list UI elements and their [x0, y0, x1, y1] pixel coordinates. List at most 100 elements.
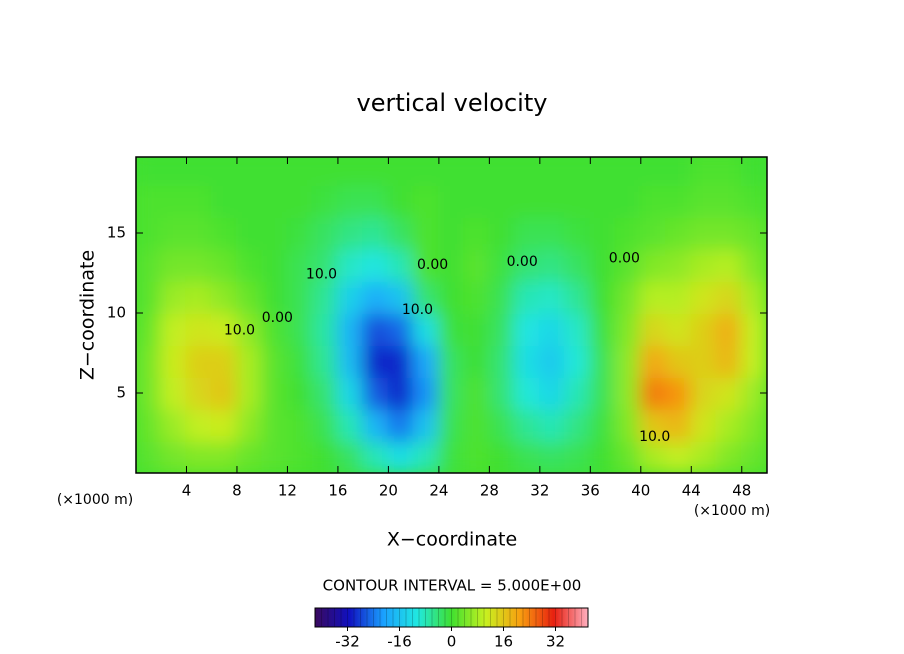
cell — [513, 280, 541, 314]
cell — [488, 344, 516, 378]
cell — [387, 408, 415, 442]
cell — [387, 157, 415, 186]
cell — [715, 312, 743, 346]
cell — [437, 248, 466, 282]
colorbar-tick-label: 0 — [447, 633, 457, 651]
cell — [210, 440, 238, 473]
cell — [261, 184, 289, 218]
cell — [412, 312, 440, 346]
cell — [412, 216, 440, 250]
cell — [210, 376, 238, 410]
cell — [589, 312, 617, 346]
cell — [210, 280, 238, 314]
cell — [412, 344, 440, 378]
cell — [538, 344, 567, 378]
cell — [136, 408, 163, 442]
cell — [488, 184, 516, 218]
x-tick-label: 40 — [631, 482, 650, 500]
x-tick-label: 8 — [232, 482, 242, 500]
cell — [362, 157, 390, 186]
cell — [185, 376, 213, 410]
cell — [210, 216, 238, 250]
cell — [261, 408, 289, 442]
cell — [639, 312, 668, 346]
cell — [665, 280, 693, 314]
cell — [513, 440, 541, 473]
x-tick-label: 4 — [182, 482, 192, 500]
cell — [235, 408, 264, 442]
cell — [513, 184, 541, 218]
cell — [311, 248, 339, 282]
cell — [740, 344, 767, 378]
cell — [614, 440, 642, 473]
cell — [564, 248, 592, 282]
cell — [336, 248, 365, 282]
cell — [463, 344, 491, 378]
cell — [513, 216, 541, 250]
cell — [286, 248, 314, 282]
cell — [362, 184, 390, 218]
cell — [336, 312, 365, 346]
cell — [336, 408, 365, 442]
cell — [261, 376, 289, 410]
cell — [513, 157, 541, 186]
cell — [564, 157, 592, 186]
cell — [362, 280, 390, 314]
cell — [564, 312, 592, 346]
cell — [362, 248, 390, 282]
cell — [614, 216, 642, 250]
cell — [614, 248, 642, 282]
cell — [286, 184, 314, 218]
cell — [412, 440, 440, 473]
cell — [715, 408, 743, 442]
cell — [261, 344, 289, 378]
cell — [564, 440, 592, 473]
cell — [261, 157, 289, 186]
cell — [286, 376, 314, 410]
field — [136, 157, 767, 473]
plot-area — [136, 157, 767, 473]
cell — [564, 280, 592, 314]
cell — [740, 280, 767, 314]
y-tick-label: 10 — [107, 304, 126, 322]
cell — [639, 248, 668, 282]
cell — [564, 216, 592, 250]
cell — [538, 184, 567, 218]
cell — [437, 280, 466, 314]
cell — [437, 344, 466, 378]
x-tick-label: 48 — [732, 482, 751, 500]
cell — [463, 440, 491, 473]
cell — [463, 248, 491, 282]
cell — [614, 376, 642, 410]
cell — [639, 344, 668, 378]
cell — [387, 280, 415, 314]
cell — [185, 216, 213, 250]
cell — [160, 216, 188, 250]
cell — [463, 376, 491, 410]
cell — [311, 312, 339, 346]
cell — [614, 157, 642, 186]
cell — [437, 312, 466, 346]
cell — [235, 440, 264, 473]
contour-label: 10.0 — [402, 302, 433, 318]
cell — [488, 408, 516, 442]
cell — [336, 157, 365, 186]
cell — [437, 376, 466, 410]
cell — [412, 376, 440, 410]
cell — [210, 344, 238, 378]
cell — [286, 157, 314, 186]
cell — [336, 216, 365, 250]
cell — [690, 157, 718, 186]
cell — [387, 216, 415, 250]
cell — [311, 440, 339, 473]
cell — [488, 216, 516, 250]
cell — [715, 376, 743, 410]
cell — [463, 184, 491, 218]
contour-label: 10.0 — [306, 267, 337, 283]
contour-label: 0.00 — [262, 310, 293, 326]
cell — [160, 280, 188, 314]
contour-label: 0.00 — [417, 257, 448, 273]
cell — [740, 157, 767, 186]
cell — [160, 312, 188, 346]
